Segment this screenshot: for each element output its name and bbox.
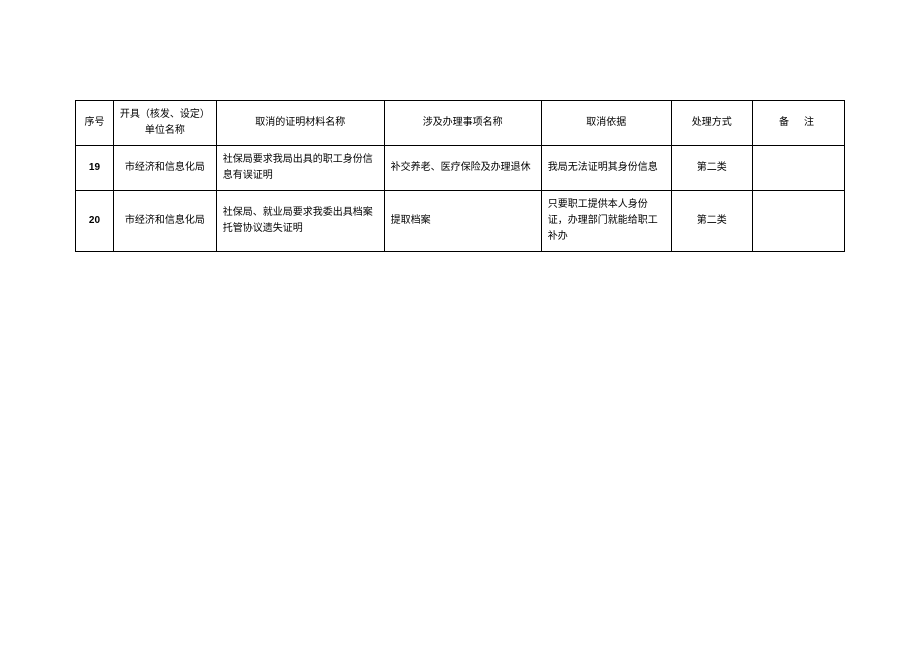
- header-matter: 涉及办理事项名称: [384, 101, 541, 146]
- cell-method: 第二类: [671, 191, 752, 252]
- header-method: 处理方式: [671, 101, 752, 146]
- header-remark: 备注: [752, 101, 844, 146]
- cell-seq: 20: [76, 191, 114, 252]
- cell-matter: 补交养老、医疗保险及办理退休: [384, 146, 541, 191]
- cell-unit: 市经济和信息化局: [113, 146, 216, 191]
- table-row: 20 市经济和信息化局 社保局、就业局要求我委出具档案托管协议遗失证明 提取档案…: [76, 191, 845, 252]
- cell-seq: 19: [76, 146, 114, 191]
- cell-material: 社保局、就业局要求我委出具档案托管协议遗失证明: [216, 191, 384, 252]
- cell-remark: [752, 146, 844, 191]
- cell-material: 社保局要求我局出具的职工身份信息有误证明: [216, 146, 384, 191]
- cell-method: 第二类: [671, 146, 752, 191]
- cell-remark: [752, 191, 844, 252]
- cell-basis: 只要职工提供本人身份证，办理部门就能给职工补办: [541, 191, 671, 252]
- table-header-row: 序号 开具（核发、设定）单位名称 取消的证明材料名称 涉及办理事项名称 取消依据…: [76, 101, 845, 146]
- table-row: 19 市经济和信息化局 社保局要求我局出具的职工身份信息有误证明 补交养老、医疗…: [76, 146, 845, 191]
- cell-unit: 市经济和信息化局: [113, 191, 216, 252]
- header-seq: 序号: [76, 101, 114, 146]
- certification-table: 序号 开具（核发、设定）单位名称 取消的证明材料名称 涉及办理事项名称 取消依据…: [75, 100, 845, 252]
- header-basis: 取消依据: [541, 101, 671, 146]
- header-unit: 开具（核发、设定）单位名称: [113, 101, 216, 146]
- cell-basis: 我局无法证明其身份信息: [541, 146, 671, 191]
- cell-matter: 提取档案: [384, 191, 541, 252]
- header-material: 取消的证明材料名称: [216, 101, 384, 146]
